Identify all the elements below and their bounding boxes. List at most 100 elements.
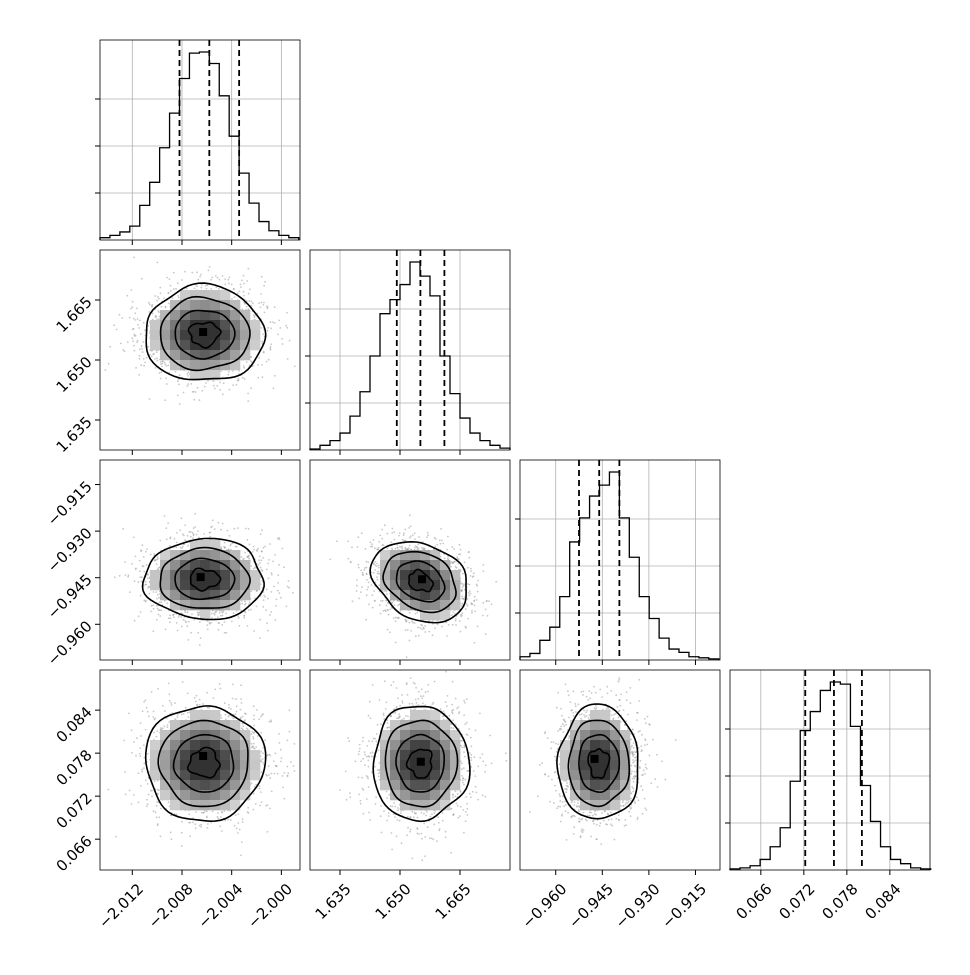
sample-point bbox=[186, 373, 188, 375]
sample-point bbox=[145, 584, 147, 586]
sample-point bbox=[274, 322, 276, 324]
sample-point bbox=[131, 306, 133, 308]
sample-point bbox=[228, 548, 230, 550]
sample-point bbox=[366, 594, 368, 596]
sample-point bbox=[151, 355, 153, 357]
sample-point bbox=[207, 284, 209, 286]
sample-point bbox=[231, 284, 233, 286]
sample-point bbox=[206, 288, 208, 290]
sample-point bbox=[407, 629, 409, 631]
sample-point bbox=[404, 619, 406, 621]
sample-point bbox=[482, 570, 484, 572]
sample-point bbox=[292, 592, 294, 594]
sample-point bbox=[476, 585, 478, 587]
density-peak bbox=[199, 328, 207, 336]
sample-point bbox=[374, 561, 376, 563]
sample-point bbox=[360, 591, 362, 593]
sample-point bbox=[378, 567, 380, 569]
sample-point bbox=[358, 567, 360, 569]
sample-point bbox=[269, 348, 271, 350]
sample-point bbox=[164, 515, 166, 517]
sample-point bbox=[196, 285, 198, 287]
sample-point bbox=[205, 382, 207, 384]
sample-point bbox=[477, 580, 479, 582]
sample-point bbox=[240, 286, 242, 288]
sample-point bbox=[276, 599, 278, 601]
sample-point bbox=[199, 644, 201, 646]
sample-point bbox=[421, 628, 423, 630]
sample-point bbox=[187, 385, 189, 387]
sample-point bbox=[261, 529, 263, 531]
sample-point bbox=[165, 377, 167, 379]
sample-point bbox=[160, 292, 162, 294]
sample-point bbox=[379, 535, 381, 537]
sample-point bbox=[391, 548, 393, 550]
sample-point bbox=[259, 619, 261, 621]
sample-point bbox=[467, 583, 469, 585]
sample-point bbox=[441, 626, 443, 628]
sample-point bbox=[156, 357, 158, 359]
sample-point bbox=[248, 293, 250, 295]
sample-point bbox=[219, 279, 221, 281]
sample-point bbox=[260, 567, 262, 569]
sample-point bbox=[271, 574, 273, 576]
sample-point bbox=[285, 325, 287, 327]
sample-point bbox=[200, 637, 202, 639]
sample-point bbox=[160, 371, 162, 373]
sample-point bbox=[140, 364, 142, 366]
sample-point bbox=[365, 548, 367, 550]
sample-point bbox=[168, 303, 170, 305]
sample-point bbox=[176, 547, 178, 549]
sample-point bbox=[249, 601, 251, 603]
sample-point bbox=[246, 361, 248, 363]
sample-point bbox=[109, 346, 111, 348]
density-cell bbox=[220, 290, 230, 300]
density-cell bbox=[210, 590, 220, 600]
sample-point bbox=[405, 629, 407, 631]
sample-point bbox=[181, 279, 183, 281]
sample-point bbox=[248, 555, 250, 557]
sample-point bbox=[477, 591, 479, 593]
sample-point bbox=[149, 398, 151, 400]
sample-point bbox=[261, 230, 263, 232]
sample-point bbox=[467, 618, 469, 620]
sample-point bbox=[133, 537, 135, 539]
sample-point bbox=[113, 324, 115, 326]
sample-point bbox=[193, 527, 195, 529]
sample-point bbox=[188, 621, 190, 623]
sample-point bbox=[414, 547, 416, 549]
sample-point bbox=[170, 617, 172, 619]
sample-point bbox=[236, 546, 238, 548]
density-cell bbox=[200, 340, 210, 350]
sample-point bbox=[183, 535, 185, 537]
sample-point bbox=[238, 617, 240, 619]
sample-point bbox=[278, 537, 280, 539]
sample-point bbox=[186, 288, 188, 290]
sample-point bbox=[213, 380, 215, 382]
sample-point bbox=[222, 523, 224, 525]
sample-point bbox=[288, 587, 290, 589]
sample-point bbox=[418, 536, 420, 538]
sample-point bbox=[434, 627, 436, 629]
sample-point bbox=[266, 307, 268, 309]
sample-point bbox=[294, 366, 296, 368]
sample-point bbox=[269, 614, 271, 616]
sample-point bbox=[202, 390, 204, 392]
sample-point bbox=[261, 569, 263, 571]
sample-point bbox=[160, 609, 162, 611]
sample-point bbox=[119, 314, 121, 316]
sample-point bbox=[256, 549, 258, 551]
sample-point bbox=[274, 554, 276, 556]
sample-point bbox=[386, 593, 388, 595]
sample-point bbox=[461, 590, 463, 592]
sample-point bbox=[403, 532, 405, 534]
sample-point bbox=[199, 276, 201, 278]
sample-point bbox=[446, 635, 448, 637]
sample-point bbox=[158, 614, 160, 616]
sample-point bbox=[140, 611, 142, 613]
sample-point bbox=[450, 561, 452, 563]
sample-point bbox=[132, 340, 134, 342]
sample-point bbox=[160, 361, 162, 363]
sample-point bbox=[254, 567, 256, 569]
sample-point bbox=[154, 295, 156, 297]
